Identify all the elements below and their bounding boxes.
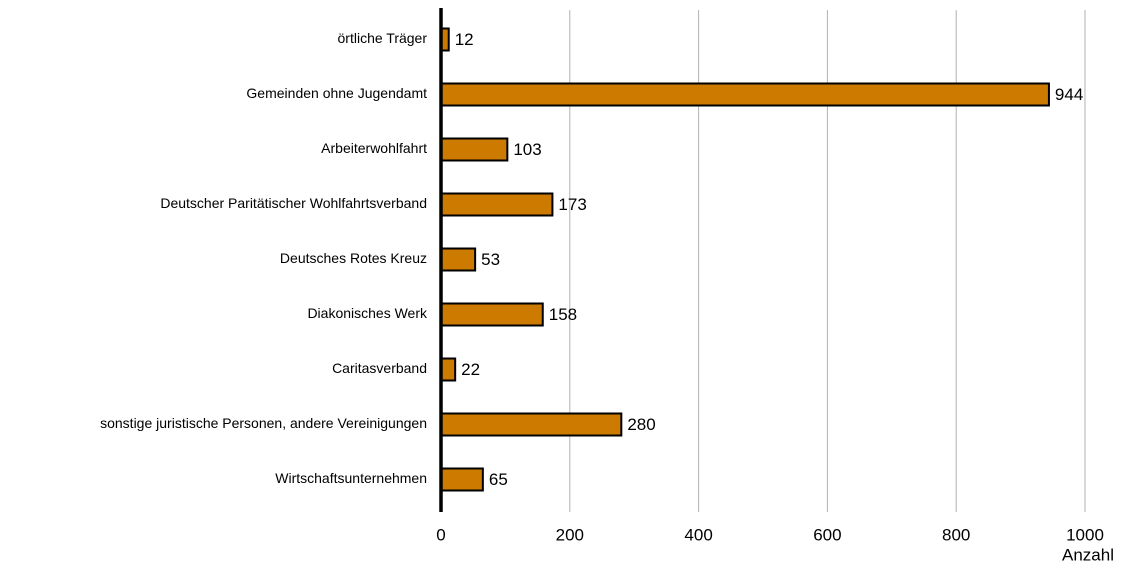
- bar: [440, 412, 623, 437]
- y-tick-label: Arbeiterwohlfahrt: [321, 140, 427, 156]
- bar: [440, 82, 1050, 107]
- y-tick-label: Gemeinden ohne Jugendamt: [246, 85, 427, 101]
- bar: [440, 467, 484, 492]
- data-label: 22: [461, 360, 480, 379]
- x-axis-label: Anzahl: [1062, 545, 1114, 564]
- y-tick-label: Deutscher Paritätischer Wohlfahrtsverban…: [160, 195, 427, 211]
- data-label: 65: [489, 470, 508, 489]
- data-label: 103: [513, 140, 541, 159]
- x-tick-label: 200: [556, 525, 584, 544]
- y-tick-label: Deutsches Rotes Kreuz: [280, 250, 427, 266]
- x-tick-label: 800: [942, 525, 970, 544]
- data-label: 280: [627, 415, 655, 434]
- x-tick-label: 1000: [1066, 525, 1104, 544]
- x-tick-label: 0: [436, 525, 445, 544]
- data-label: 944: [1055, 85, 1083, 104]
- data-label: 12: [455, 30, 474, 49]
- bar: [440, 137, 509, 162]
- data-label: 173: [558, 195, 586, 214]
- data-label: 158: [549, 305, 577, 324]
- bar: [440, 192, 554, 217]
- y-tick-label: Caritasverband: [332, 360, 427, 376]
- bar: [440, 247, 477, 272]
- x-tick-label: 400: [684, 525, 712, 544]
- y-tick-label: Wirtschaftsunternehmen: [275, 470, 427, 486]
- bar: [440, 302, 544, 327]
- data-label: 53: [481, 250, 500, 269]
- y-tick-label: Diakonisches Werk: [307, 305, 428, 321]
- y-tick-label: örtliche Träger: [338, 30, 428, 46]
- y-tick-label: sonstige juristische Personen, andere Ve…: [100, 415, 427, 431]
- x-tick-label: 600: [813, 525, 841, 544]
- bar: [440, 357, 457, 382]
